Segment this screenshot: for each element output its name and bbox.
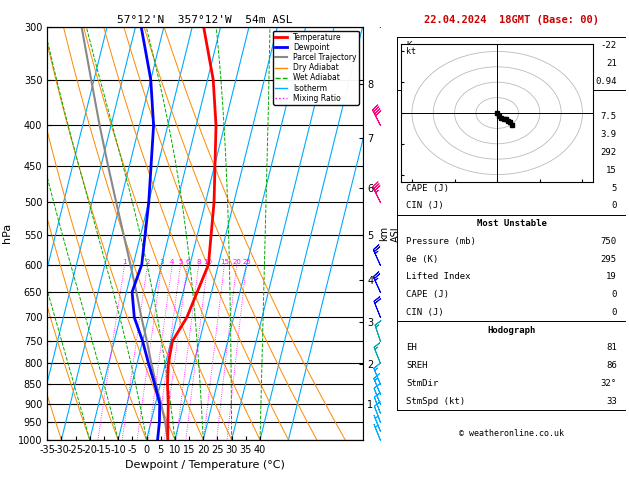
Text: θe (K): θe (K) — [406, 255, 438, 263]
Text: 19: 19 — [606, 272, 616, 281]
Text: -1: -1 — [398, 399, 406, 408]
Text: Hodograph: Hodograph — [487, 326, 536, 335]
Text: 5: 5 — [179, 259, 183, 264]
Text: 7.5: 7.5 — [601, 112, 616, 122]
Text: K: K — [406, 41, 412, 51]
Text: Most Unstable: Most Unstable — [477, 219, 547, 228]
Text: 295: 295 — [601, 255, 616, 263]
Text: Pressure (mb): Pressure (mb) — [406, 237, 476, 246]
Text: CAPE (J): CAPE (J) — [406, 184, 449, 192]
Text: PW (cm): PW (cm) — [406, 77, 444, 86]
Text: Lifted Index: Lifted Index — [406, 272, 471, 281]
Text: 5: 5 — [611, 184, 616, 192]
Text: 32°: 32° — [601, 379, 616, 388]
Text: © weatheronline.co.uk: © weatheronline.co.uk — [459, 429, 564, 438]
Text: 20: 20 — [232, 259, 241, 264]
Text: 21: 21 — [606, 59, 616, 68]
Text: kt: kt — [406, 47, 416, 56]
Text: 1: 1 — [122, 259, 127, 264]
Text: StmDir: StmDir — [406, 379, 438, 388]
Text: CAPE (J): CAPE (J) — [406, 290, 449, 299]
Text: 0: 0 — [611, 290, 616, 299]
Text: StmSpd (kt): StmSpd (kt) — [406, 397, 465, 406]
Text: 86: 86 — [606, 361, 616, 370]
Text: -8: -8 — [398, 80, 406, 89]
Text: -22: -22 — [601, 41, 616, 51]
Text: -7: -7 — [398, 134, 406, 142]
X-axis label: Dewpoint / Temperature (°C): Dewpoint / Temperature (°C) — [125, 460, 285, 470]
Text: 0.94: 0.94 — [595, 77, 616, 86]
Text: LCL: LCL — [398, 421, 413, 430]
Y-axis label: hPa: hPa — [3, 223, 12, 243]
Text: EH: EH — [406, 344, 417, 352]
Text: -2: -2 — [398, 360, 406, 368]
Text: Surface: Surface — [493, 95, 530, 104]
Text: 6: 6 — [186, 259, 190, 264]
Text: 0: 0 — [611, 308, 616, 317]
Text: Lifted Index: Lifted Index — [406, 166, 471, 175]
Text: 15: 15 — [606, 166, 616, 175]
Text: 750: 750 — [601, 237, 616, 246]
Text: -4: -4 — [398, 276, 406, 285]
Text: 292: 292 — [601, 148, 616, 157]
Text: θe(K): θe(K) — [406, 148, 433, 157]
Text: 0: 0 — [611, 201, 616, 210]
Title: 22.04.2024  18GMT (Base: 00): 22.04.2024 18GMT (Base: 00) — [424, 15, 599, 25]
Text: Dewp (°C): Dewp (°C) — [406, 130, 455, 139]
Legend: Temperature, Dewpoint, Parcel Trajectory, Dry Adiabat, Wet Adiabat, Isotherm, Mi: Temperature, Dewpoint, Parcel Trajectory… — [273, 31, 359, 105]
Text: -5: -5 — [398, 230, 406, 239]
Text: 8: 8 — [196, 259, 201, 264]
Text: -3: -3 — [398, 318, 406, 327]
Text: CIN (J): CIN (J) — [406, 201, 444, 210]
Text: CIN (J): CIN (J) — [406, 308, 444, 317]
Text: 10: 10 — [203, 259, 212, 264]
Text: 3.9: 3.9 — [601, 130, 616, 139]
Text: 15: 15 — [220, 259, 229, 264]
Text: 25: 25 — [242, 259, 251, 264]
Text: 81: 81 — [606, 344, 616, 352]
Text: Totals Totals: Totals Totals — [406, 59, 476, 68]
Text: 2: 2 — [145, 259, 150, 264]
Y-axis label: km
ASL: km ASL — [379, 224, 401, 243]
Text: 4: 4 — [170, 259, 174, 264]
Text: -6: -6 — [398, 184, 406, 192]
Title: 57°12'N  357°12'W  54m ASL: 57°12'N 357°12'W 54m ASL — [117, 15, 292, 25]
Text: SREH: SREH — [406, 361, 428, 370]
Text: Temp (°C): Temp (°C) — [406, 112, 455, 122]
Text: 33: 33 — [606, 397, 616, 406]
Text: 3: 3 — [160, 259, 164, 264]
